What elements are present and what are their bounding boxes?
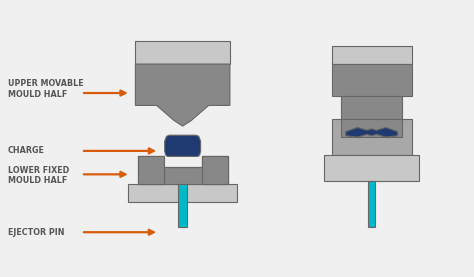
Text: CHARGE: CHARGE [8, 147, 45, 155]
Bar [341, 96, 402, 119]
Polygon shape [138, 157, 228, 184]
Polygon shape [346, 127, 398, 137]
Bar [128, 184, 237, 202]
Bar [331, 46, 412, 64]
Bar [331, 64, 412, 96]
Text: UPPER MOVABLE
MOULD HALF: UPPER MOVABLE MOULD HALF [8, 79, 83, 99]
Bar [368, 181, 375, 227]
Bar [341, 119, 402, 137]
Polygon shape [136, 64, 230, 126]
Bar [136, 41, 230, 64]
Bar [201, 157, 228, 184]
Bar [178, 184, 187, 227]
Polygon shape [164, 135, 201, 157]
Bar [331, 119, 412, 155]
Bar [324, 155, 419, 181]
Polygon shape [138, 157, 228, 184]
Bar [138, 157, 164, 184]
Bar [164, 167, 165, 184]
Bar [200, 167, 201, 184]
Text: LOWER FIXED
MOULD HALF: LOWER FIXED MOULD HALF [8, 166, 69, 185]
Bar [164, 157, 201, 167]
Text: EJECTOR PIN: EJECTOR PIN [8, 228, 64, 237]
